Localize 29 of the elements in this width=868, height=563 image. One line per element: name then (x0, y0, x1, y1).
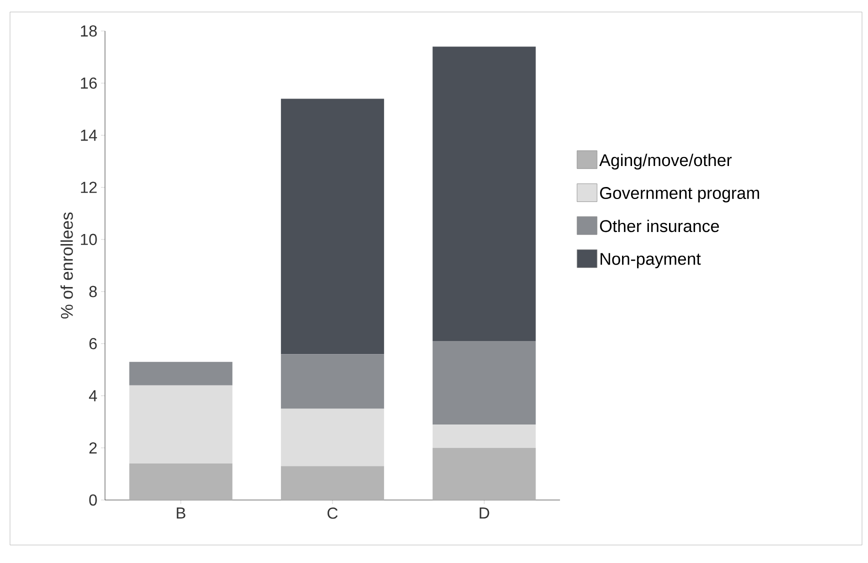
y-tick-label: 8 (89, 286, 97, 298)
bar (432, 341, 536, 424)
y-tick-label: 4 (88, 390, 98, 402)
bar (129, 464, 232, 500)
y-tick-label: 0 (89, 494, 97, 506)
bar (280, 98, 384, 354)
x-tick-label: D (480, 508, 490, 518)
legend-label: Non-payment (600, 253, 701, 268)
bar (432, 46, 536, 342)
bar (129, 362, 232, 386)
bar (280, 408, 384, 466)
y-tick-label: 16 (80, 77, 97, 89)
y-tick-label: 2 (89, 442, 97, 454)
y-tick-label: 14 (80, 130, 98, 141)
legend-label: Aging/move/other (599, 154, 732, 170)
legend-label: Government program (600, 187, 760, 202)
bar (280, 466, 384, 500)
y-axis-title: % of enrollees (60, 212, 73, 319)
legend-label: Other insurance (600, 220, 719, 232)
y-tick-label: 18 (80, 25, 97, 37)
bar (129, 385, 232, 464)
y-tick-label: 6 (89, 338, 97, 350)
y-tick-label: 12 (80, 182, 97, 193)
bar (280, 354, 384, 409)
y-tick-label: 10 (80, 234, 97, 246)
x-tick-label: B (176, 508, 186, 518)
bar (432, 448, 536, 500)
bar (432, 424, 536, 448)
x-tick-label: C (328, 508, 338, 519)
